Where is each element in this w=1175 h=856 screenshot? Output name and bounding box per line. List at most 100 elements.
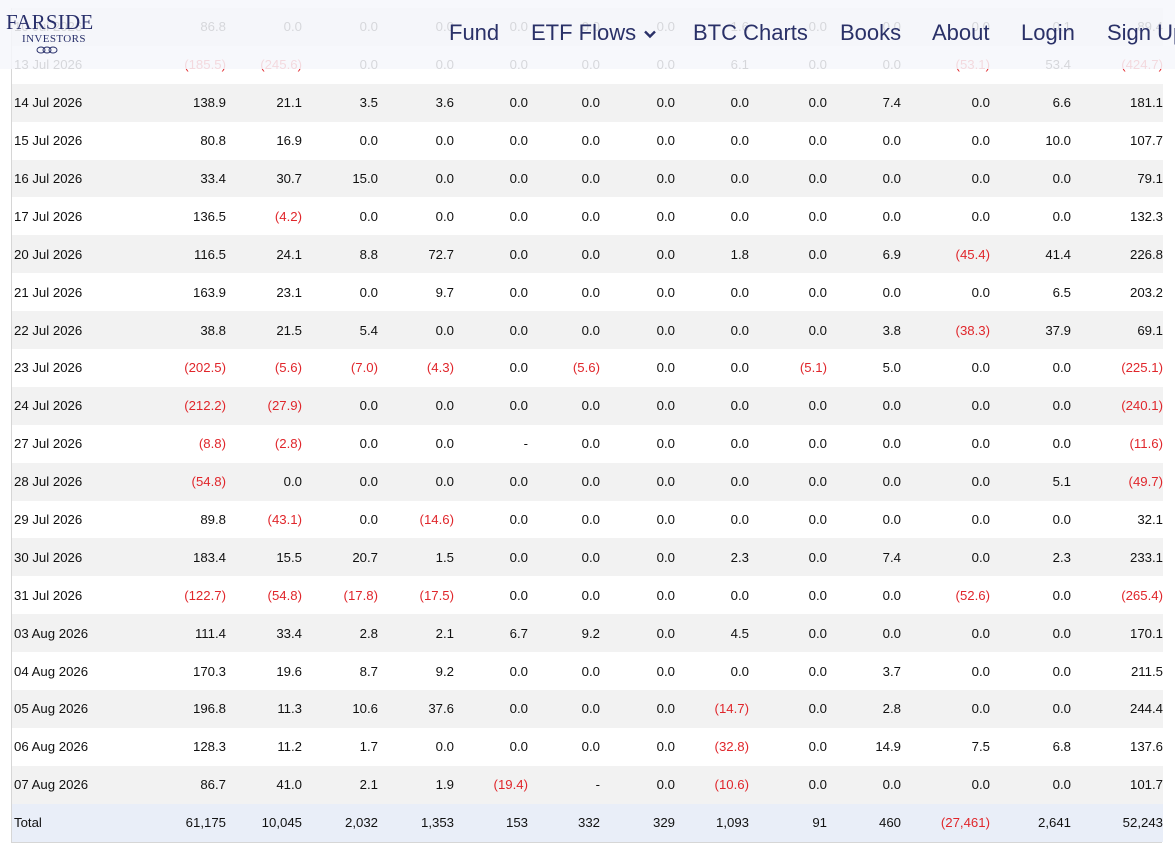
date-cell: Total xyxy=(12,803,112,842)
flow-cell: 2,032 xyxy=(302,803,378,842)
flow-cell: 0.0 xyxy=(749,83,827,122)
table-row: 27 Jul 2026 (8.8) (2.8) 0.0 0.0-0.0 0.0 0.0 0.0… xyxy=(12,424,1163,463)
flow-cell: 0.0 xyxy=(528,538,600,577)
nav-fund[interactable]: Fund xyxy=(449,20,500,45)
flow-cell: (19.4) xyxy=(454,765,528,804)
flow-cell: 0.0 xyxy=(749,500,827,539)
flow-cell: 0.0 xyxy=(990,614,1071,653)
flow-cell: 170.1 xyxy=(1071,614,1163,653)
flow-cell: 0.0 xyxy=(901,159,990,198)
flow-cell: 0.0 xyxy=(528,462,600,501)
flow-cell: (14.6) xyxy=(378,500,454,539)
flow-cell: 20.7 xyxy=(302,538,378,577)
flow-cell: 0.0 xyxy=(378,386,454,425)
top-navigation-bar: Farside Investors Fund ETF Flows BTC Cha… xyxy=(0,0,1175,69)
flow-cell: (17.5) xyxy=(378,576,454,615)
flow-cell: 0.0 xyxy=(454,538,528,577)
flow-cell: 0.0 xyxy=(901,121,990,160)
flow-cell: 0.0 xyxy=(454,500,528,539)
date-cell: 24 Jul 2026 xyxy=(12,386,112,425)
flow-cell: 132.3 xyxy=(1071,197,1163,236)
flow-cell: 0.0 xyxy=(600,83,675,122)
flow-cell: 6.5 xyxy=(990,273,1071,312)
flow-cell: 86.7 xyxy=(112,765,226,804)
flow-cell: 41.0 xyxy=(226,765,302,804)
nav-books[interactable]: Books xyxy=(840,20,902,45)
flow-cell: 0.0 xyxy=(675,311,749,350)
table-row: 28 Jul 2026 (54.8) 0.0 0.0 0.0 0.0 0.0 0.0 0.0 0.… xyxy=(12,462,1163,501)
flow-cell: 91 xyxy=(749,803,827,842)
flow-cell: 0.0 xyxy=(827,159,901,198)
nav-btc-charts[interactable]: BTC Charts xyxy=(693,20,808,45)
logo-wordmark: Farside xyxy=(6,10,94,34)
flow-cell: 38.8 xyxy=(112,311,226,350)
logo-subtitle: Investors xyxy=(22,33,86,45)
flow-cell: 0.0 xyxy=(600,349,675,387)
flow-cell: 0.0 xyxy=(600,273,675,312)
date-cell: 03 Aug 2026 xyxy=(12,614,112,653)
table-row: 16 Jul 2026 33.4 30.7 15.0 0.0 0.0 0.0 0.0 0.0 0.… xyxy=(12,159,1163,198)
table-row: 22 Jul 2026 38.8 21.5 5.4 0.0 0.0 0.0 0.0 0.0 0.0… xyxy=(12,311,1163,350)
nav-etf-flows[interactable]: ETF Flows xyxy=(531,17,658,49)
flow-cell: 0.0 xyxy=(827,614,901,653)
flow-cell: 0.0 xyxy=(901,349,990,387)
date-cell: 23 Jul 2026 xyxy=(12,349,112,387)
flow-cell: 61,175 xyxy=(112,803,226,842)
flow-cell: 0.0 xyxy=(827,462,901,501)
flow-cell: 2.8 xyxy=(302,614,378,653)
date-cell: 15 Jul 2026 xyxy=(12,121,112,160)
flow-cell: 11.2 xyxy=(226,727,302,766)
flow-cell: 116.5 xyxy=(112,235,226,274)
flow-cell: 0.0 xyxy=(454,311,528,350)
nav-login[interactable]: Login xyxy=(1021,20,1075,45)
flow-cell: 0.0 xyxy=(675,159,749,198)
flow-cell: 3.7 xyxy=(827,652,901,691)
flow-cell: 0.0 xyxy=(901,652,990,691)
flow-cell: 19.6 xyxy=(226,652,302,691)
nav-about[interactable]: About xyxy=(932,20,990,45)
flow-cell: 0.0 xyxy=(749,159,827,198)
date-cell: 30 Jul 2026 xyxy=(12,538,112,577)
flow-cell: 9.7 xyxy=(378,273,454,312)
flow-cell: 226.8 xyxy=(1071,235,1163,274)
nav-etf-flows-label: ETF Flows xyxy=(531,20,637,45)
flow-cell: 16.9 xyxy=(226,121,302,160)
flow-cell: 0.0 xyxy=(675,121,749,160)
table-row: 15 Jul 2026 80.8 16.9 0.0 0.0 0.0 0.0 0.0 0.0 0.0… xyxy=(12,121,1163,160)
flow-cell: (4.3) xyxy=(378,349,454,387)
flow-cell: 0.0 xyxy=(600,386,675,425)
table-row: 31 Jul 2026 (122.7) (54.8) (17.8) (17.5) 0.0 0… xyxy=(12,576,1163,615)
flow-cell: (38.3) xyxy=(901,311,990,350)
flow-cell: 0.0 xyxy=(675,424,749,463)
flow-cell: 15.5 xyxy=(226,538,302,577)
flow-cell: 89.8 xyxy=(112,500,226,539)
flow-cell: 80.8 xyxy=(112,121,226,160)
flow-cell: 153 xyxy=(454,803,528,842)
flow-cell: 329 xyxy=(600,803,675,842)
flow-cell: 37.6 xyxy=(378,690,454,728)
flow-cell: 11.3 xyxy=(226,690,302,728)
flow-cell: 10,045 xyxy=(226,803,302,842)
flow-cell: 0.0 xyxy=(901,500,990,539)
flow-cell: (5.6) xyxy=(226,349,302,387)
flow-cell: (5.1) xyxy=(749,349,827,387)
flow-cell: 0.0 xyxy=(454,576,528,615)
nav-sign-up[interactable]: Sign Up xyxy=(1107,20,1175,45)
flow-cell: 0.0 xyxy=(454,159,528,198)
flow-cell: 0.0 xyxy=(378,462,454,501)
farside-logo[interactable]: Farside Investors xyxy=(6,12,96,58)
flow-cell: 0.0 xyxy=(454,349,528,387)
flow-cell: 0.0 xyxy=(454,690,528,728)
flow-cell: 0.0 xyxy=(990,349,1071,387)
flow-cell: (27,461) xyxy=(901,803,990,842)
flow-cell: 21.5 xyxy=(226,311,302,350)
flow-cell: 0.0 xyxy=(600,765,675,804)
flow-cell: 0.0 xyxy=(749,690,827,728)
flow-cell: 0.0 xyxy=(675,462,749,501)
flow-cell: (14.7) xyxy=(675,690,749,728)
flow-cell: 1,353 xyxy=(378,803,454,842)
flow-cell: (225.1) xyxy=(1071,349,1163,387)
flow-cell: 0.0 xyxy=(749,652,827,691)
flow-cell: 0.0 xyxy=(528,311,600,350)
flow-cell: 0.0 xyxy=(990,500,1071,539)
